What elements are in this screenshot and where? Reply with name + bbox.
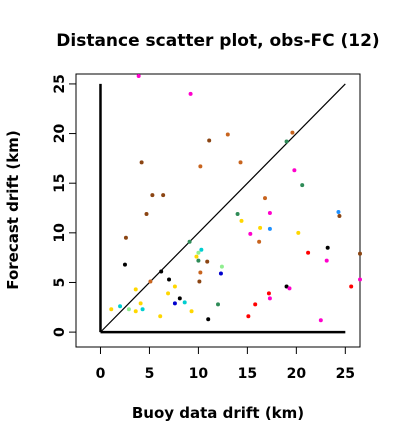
data-point xyxy=(300,183,305,188)
data-point xyxy=(358,251,362,256)
y-axis-label: Forecast drift (km) xyxy=(4,130,22,289)
data-point xyxy=(292,168,297,173)
data-point xyxy=(123,235,128,240)
data-point xyxy=(253,302,258,307)
data-point xyxy=(257,239,262,244)
data-point xyxy=(358,277,362,282)
data-point xyxy=(218,271,223,276)
plot-frame xyxy=(75,73,361,348)
data-point xyxy=(196,250,201,255)
data-point xyxy=(133,287,138,292)
y-tick-label: 25 xyxy=(52,74,68,93)
data-point xyxy=(172,284,177,289)
y-tick-label: 0 xyxy=(52,327,68,337)
data-point xyxy=(324,258,329,263)
reference-lines xyxy=(99,83,346,334)
data-point xyxy=(205,259,210,264)
data-point xyxy=(167,277,172,282)
data-point xyxy=(194,254,199,259)
data-point xyxy=(336,209,341,214)
data-point xyxy=(122,262,127,267)
data-point xyxy=(207,138,212,143)
x-tick-label: 5 xyxy=(145,366,155,382)
data-point xyxy=(258,225,263,230)
data-point xyxy=(144,211,149,216)
data-point xyxy=(306,250,311,255)
data-point xyxy=(139,160,144,165)
x-axis-label: Buoy data drift (km) xyxy=(132,404,304,422)
data-point xyxy=(198,270,203,275)
data-point xyxy=(287,286,292,291)
data-point xyxy=(225,132,230,137)
x-tick-label: 10 xyxy=(189,366,209,382)
data-point xyxy=(284,284,289,289)
data-point xyxy=(246,314,251,319)
data-point xyxy=(158,314,163,319)
data-point xyxy=(349,284,354,289)
data-point xyxy=(109,307,114,312)
data-point xyxy=(325,245,330,250)
data-point xyxy=(133,309,138,314)
data-point xyxy=(296,230,301,235)
identity-line xyxy=(100,83,346,333)
x-tick-label: 25 xyxy=(336,366,355,382)
data-point xyxy=(172,301,177,306)
data-point xyxy=(138,301,143,306)
data-point xyxy=(267,226,272,231)
data-point xyxy=(136,73,141,78)
data-point xyxy=(284,139,289,144)
chart-title: Distance scatter plot, obs-FC (12) xyxy=(56,31,379,51)
data-point xyxy=(177,296,182,301)
data-point xyxy=(206,317,211,322)
data-point xyxy=(196,258,201,263)
data-point xyxy=(216,302,220,307)
data-point xyxy=(166,291,171,296)
data-point xyxy=(161,193,166,198)
data-point xyxy=(263,196,268,201)
x-tick-label: 20 xyxy=(287,366,307,382)
y-axis-ticks: 0 5 10 15 20 25 xyxy=(52,74,76,337)
data-point xyxy=(238,160,243,165)
x-axis-ticks: 0 5 10 15 20 25 xyxy=(96,347,355,382)
data-point xyxy=(198,164,203,169)
data-point xyxy=(239,218,244,223)
y-tick-label: 15 xyxy=(52,173,68,192)
data-point xyxy=(248,231,253,236)
x-tick-label: 15 xyxy=(238,366,257,382)
data-point xyxy=(148,279,153,284)
y-tick-label: 20 xyxy=(52,124,68,144)
data-point xyxy=(266,291,271,296)
data-point xyxy=(187,239,192,244)
data-point xyxy=(159,269,164,274)
data-point xyxy=(118,304,123,309)
data-point xyxy=(188,91,193,96)
data-point xyxy=(182,300,187,305)
data-point xyxy=(235,211,240,216)
data-point xyxy=(267,210,272,215)
y-tick-label: 10 xyxy=(52,223,68,243)
data-point xyxy=(219,264,224,269)
data-point xyxy=(150,193,155,198)
data-points xyxy=(109,73,362,323)
y-tick-label: 5 xyxy=(52,278,68,288)
data-point xyxy=(337,213,342,218)
data-point xyxy=(199,247,204,252)
data-point xyxy=(140,307,145,312)
data-point xyxy=(126,307,131,312)
data-point xyxy=(318,318,323,323)
data-point xyxy=(189,309,194,314)
data-point xyxy=(197,279,202,284)
x-tick-label: 0 xyxy=(96,366,106,382)
data-point xyxy=(267,296,272,301)
data-point xyxy=(290,130,295,135)
